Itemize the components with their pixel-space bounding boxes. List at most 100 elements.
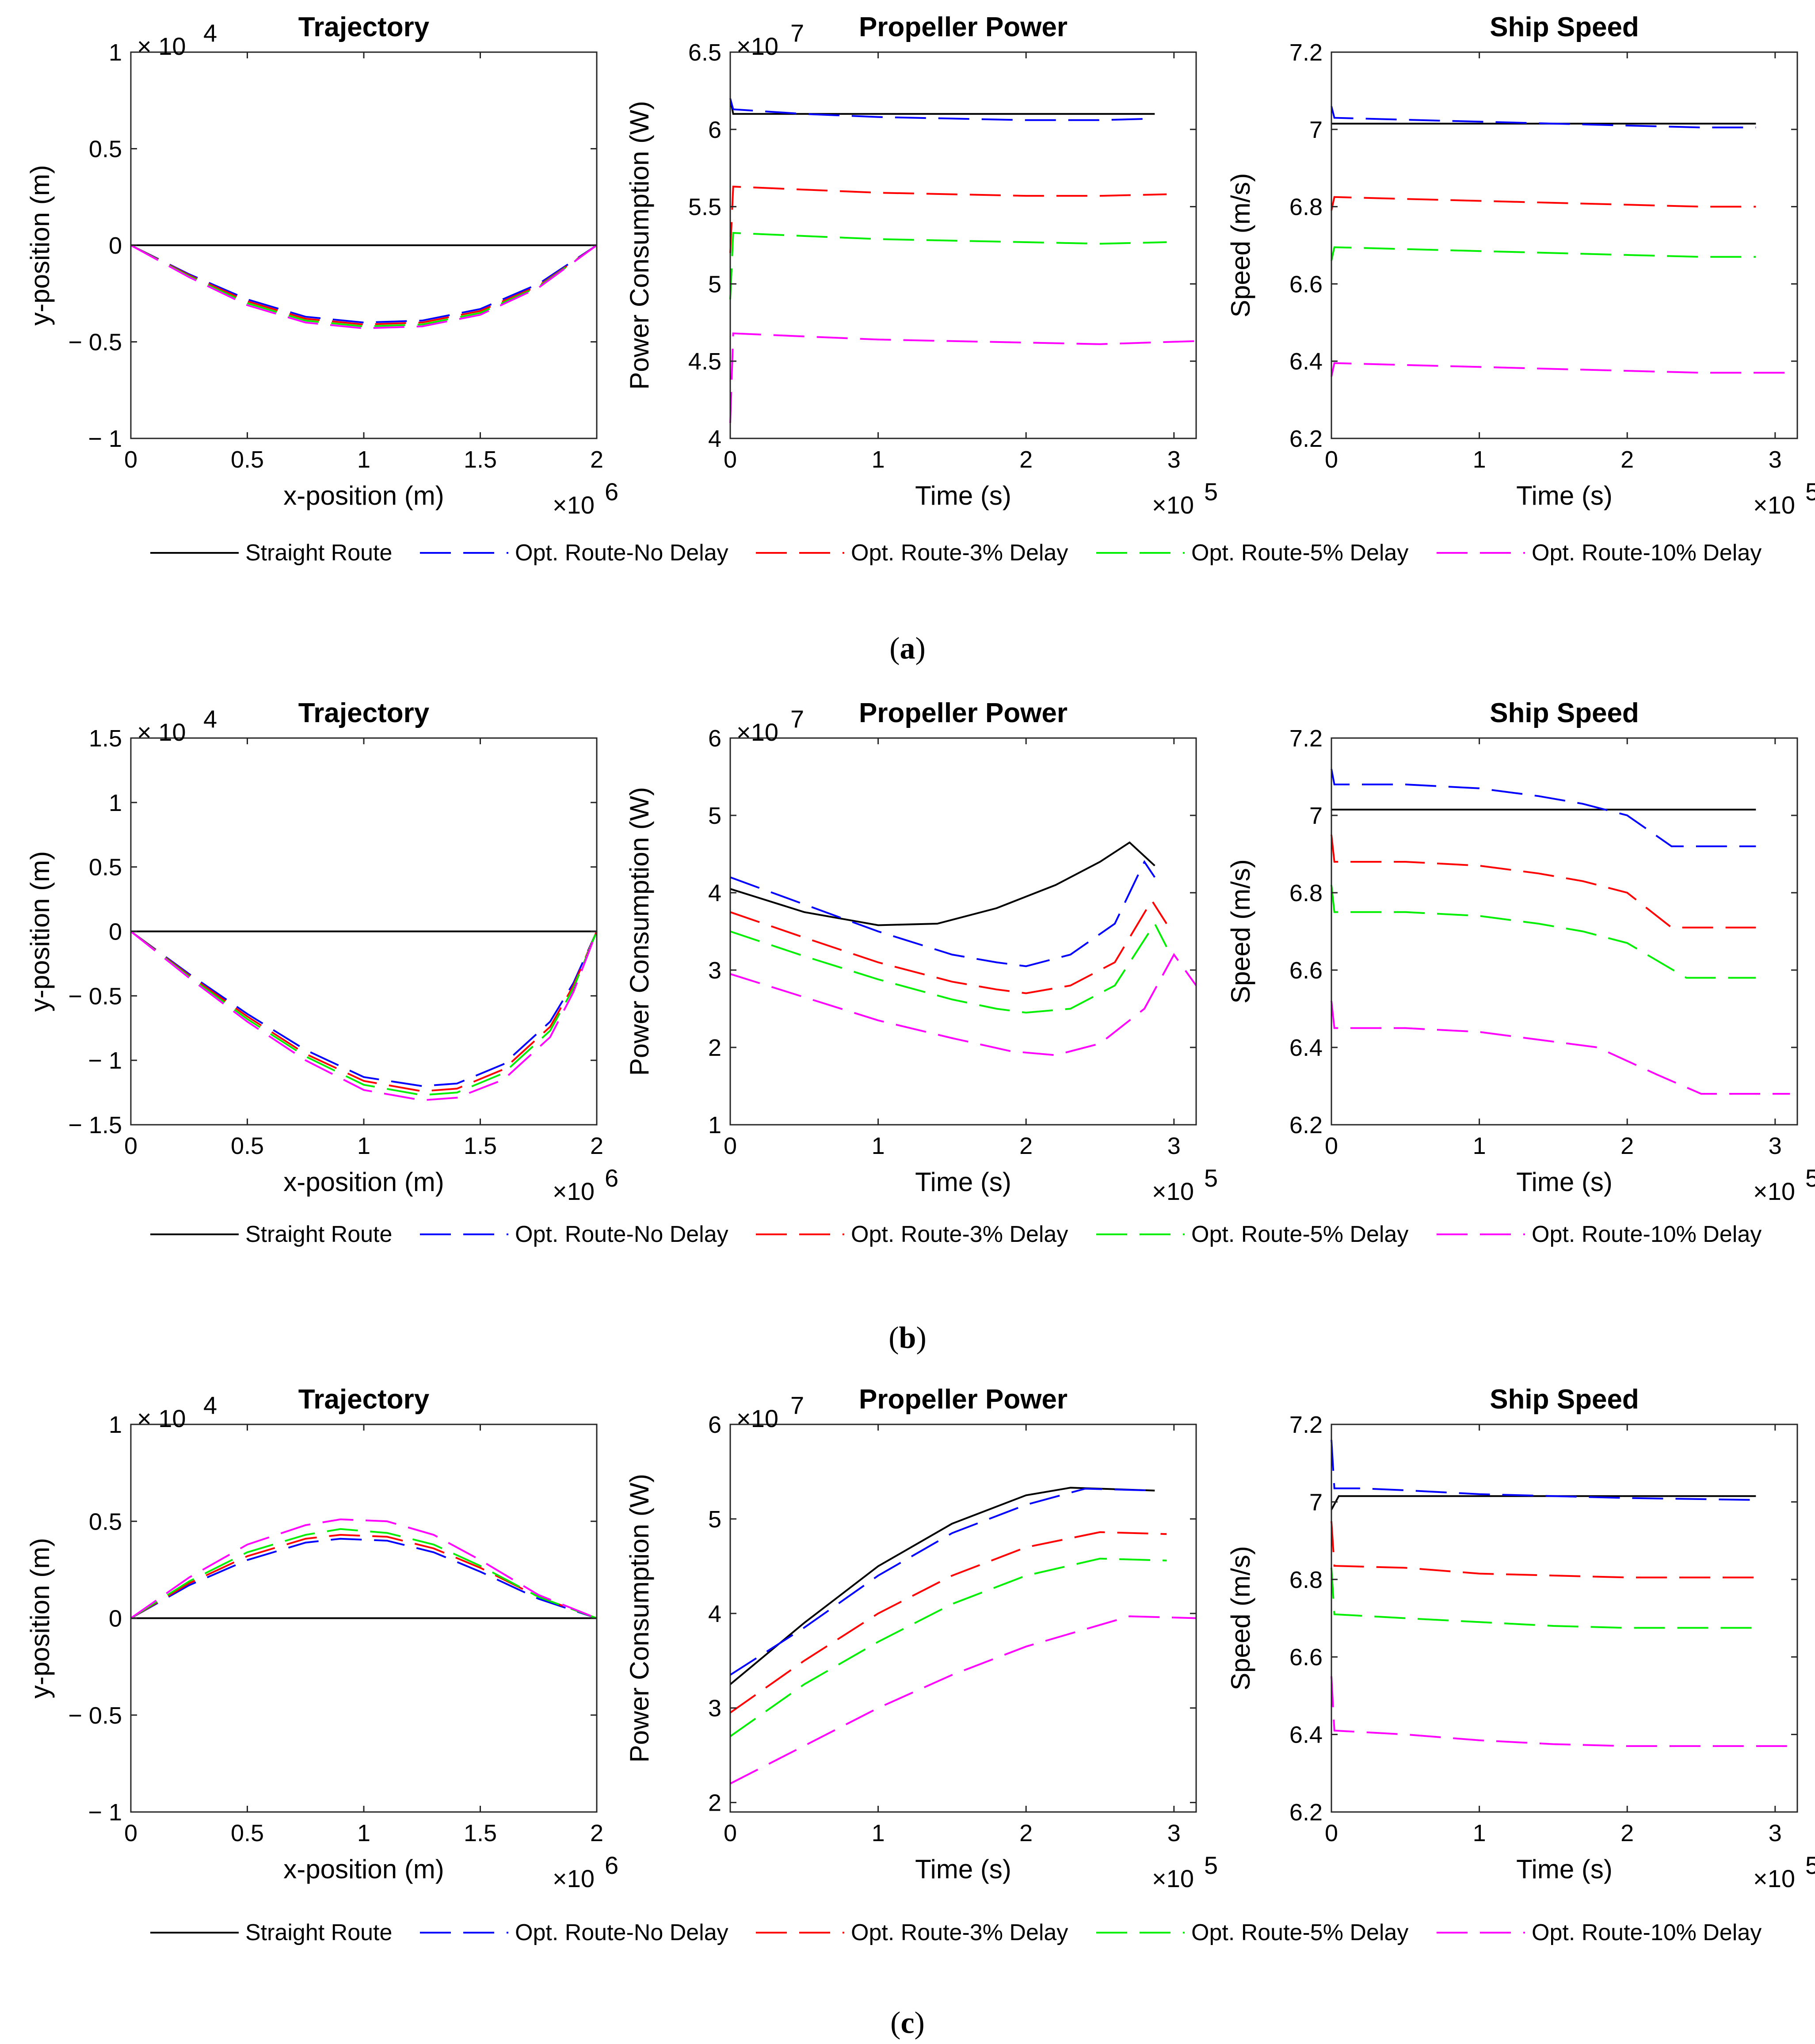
x-tick-label: 1 [357, 1133, 370, 1159]
x-exponent-label: ×10 5 [1753, 1851, 1815, 1892]
y-tick-label: 1 [109, 39, 122, 66]
x-tick-label: 3 [1769, 1820, 1782, 1846]
legend-label: Straight Route [245, 1920, 392, 1945]
series-line-opt-route-10-delay [730, 1615, 1197, 1785]
x-exponent-power: 5 [1805, 1851, 1815, 1879]
legend-item-opt-route-10-delay: Opt. Route-10% Delay [1437, 1222, 1762, 1247]
y-tick-label: 4 [708, 1601, 721, 1627]
series-line-opt-route-10-delay [130, 244, 598, 329]
series-group [130, 930, 598, 1101]
y-exponent-power: 7 [790, 19, 804, 47]
series-line-opt-route-3-delay [729, 1531, 1167, 1714]
legend-item-opt-route-5-delay: Opt. Route-5% Delay [1096, 1222, 1408, 1247]
caption-close: ) [915, 2006, 925, 2040]
legend-label: Opt. Route-10% Delay [1532, 1222, 1762, 1247]
x-tick-label: 1 [872, 1820, 885, 1846]
legend-item-opt-route-5-delay: Opt. Route-5% Delay [1096, 540, 1408, 566]
y-tick-label: 6.8 [1289, 880, 1323, 906]
y-tick-label: 6.2 [1289, 1799, 1323, 1826]
y-tick-label: − 1 [88, 1047, 122, 1074]
y-exponent-base: × 10 [137, 32, 186, 60]
series-group [729, 98, 1197, 423]
y-axis-label: y-position (m) [25, 851, 55, 1012]
y-exponent-base: ×10 [736, 718, 778, 746]
series-line-opt-route-10-delay [1331, 1676, 1797, 1747]
legend-label: Opt. Route-5% Delay [1191, 1222, 1408, 1247]
x-tick-label: 2 [1621, 446, 1634, 473]
series-line-straight-route [1331, 1495, 1756, 1510]
x-tick-label: 2 [1019, 1820, 1033, 1846]
legend-item-opt-route-no-delay: Opt. Route-No Delay [420, 1222, 728, 1247]
chart-title: Ship Speed [1490, 1384, 1639, 1415]
y-tick-label: 6 [708, 725, 721, 752]
series-line-opt-route-3-delay [130, 930, 598, 1092]
y-tick-label: 3 [708, 1695, 721, 1722]
y-tick-label: − 0.5 [68, 983, 122, 1009]
y-tick-label: 4.5 [688, 348, 721, 375]
y-tick-label: 6.2 [1289, 426, 1323, 452]
series-line-opt-route-3-delay [1331, 1521, 1756, 1579]
x-exponent-power: 6 [605, 1851, 618, 1879]
caption-close: ) [915, 632, 926, 666]
series-line-opt-route-no-delay [1331, 106, 1756, 129]
chart-a3: 0 1 2 3 6.2 6.4 6.6 6.8 7 7.2 Ship Speed Time (s) Sp… [1226, 12, 1815, 519]
axes-box [1331, 51, 1798, 439]
x-tick-label: 2 [590, 1820, 603, 1846]
x-axis-label: x-position (m) [283, 481, 444, 510]
chart-c3: 0 1 2 3 6.2 6.4 6.6 6.8 7 7.2 Ship Speed Time (s) Sp… [1226, 1384, 1815, 1892]
series-line-opt-route-no-delay [730, 860, 1155, 967]
legend-item-opt-route-5-delay: Opt. Route-5% Delay [1096, 1920, 1408, 1945]
y-axis-label: Power Consumption (W) [625, 1474, 654, 1763]
legend-item-opt-route-3-delay: Opt. Route-3% Delay [756, 1222, 1068, 1247]
plot-area [1331, 1424, 1797, 1812]
legend: Straight Route Opt. Route-No Delay Opt. Ro… [150, 540, 1762, 566]
x-exponent-power: 5 [1204, 1164, 1218, 1192]
x-tick-label: 2 [1621, 1820, 1634, 1846]
x-exponent-base: ×10 [553, 1177, 595, 1205]
x-tick-label: 0.5 [231, 446, 264, 473]
caption-letter: b [899, 1321, 916, 1355]
y-axis-label: Power Consumption (W) [625, 787, 654, 1076]
legend: Straight Route Opt. Route-No Delay Opt. Ro… [150, 1920, 1762, 1945]
caption-letter: a [900, 632, 915, 666]
axes-box [729, 737, 1197, 1126]
y-tick-label: 7.2 [1289, 725, 1323, 752]
y-axis-label: y-position (m) [25, 165, 55, 325]
series-line-opt-route-no-delay [130, 1538, 597, 1619]
x-tick-label: 1 [1473, 1820, 1486, 1846]
y-tick-label: 6.6 [1289, 271, 1323, 297]
y-tick-label: 6.6 [1289, 957, 1323, 984]
y-tick-label: 7 [1309, 803, 1323, 829]
x-tick-label: 0 [1325, 1820, 1338, 1846]
y-tick-label: 6.5 [688, 39, 721, 66]
x-tick-label: 0 [124, 1820, 137, 1846]
axes-box [1331, 737, 1798, 1126]
y-exponent-power: 4 [203, 705, 217, 733]
series-line-opt-route-no-delay [729, 1488, 1155, 1676]
chart-title: Propeller Power [859, 1384, 1068, 1415]
y-tick-label: 0 [109, 919, 122, 945]
series-group [1331, 1439, 1797, 1747]
legend-label: Straight Route [245, 1222, 392, 1247]
y-tick-label: 1 [708, 1112, 721, 1138]
y-tick-label: 6 [708, 1412, 721, 1438]
series-group [730, 841, 1197, 1056]
chart-title: Propeller Power [859, 698, 1068, 728]
x-exponent-base: ×10 [1753, 491, 1795, 519]
series-line-straight-route [729, 1487, 1155, 1685]
x-exponent-base: ×10 [553, 1865, 595, 1892]
series-line-opt-route-5-delay [130, 1528, 597, 1619]
legend-item-opt-route-10-delay: Opt. Route-10% Delay [1437, 1920, 1762, 1945]
x-tick-label: 3 [1167, 1820, 1181, 1846]
series-line-opt-route-5-delay [1331, 885, 1756, 979]
legend-label: Opt. Route-No Delay [515, 540, 728, 566]
y-exponent-power: 4 [203, 19, 217, 47]
y-tick-label: 0.5 [89, 136, 122, 163]
x-axis-label: x-position (m) [283, 1854, 444, 1884]
chart-a1: 0 0.5 1 1.5 2 − 1 − 0.5 0 0.5 1 Trajectory x-positi… [25, 12, 618, 519]
x-exponent-label: ×10 5 [1152, 478, 1218, 519]
x-exponent-label: ×10 5 [1152, 1164, 1218, 1205]
legend-label: Opt. Route-No Delay [515, 1222, 728, 1247]
series-group [729, 1487, 1197, 1785]
y-tick-label: 4 [708, 880, 721, 906]
